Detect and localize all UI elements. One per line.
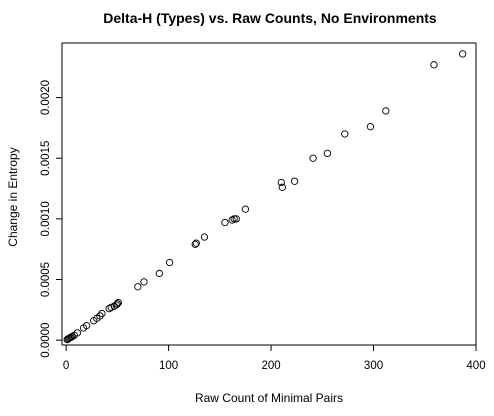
x-axis-label: Raw Count of Minimal Pairs [195,391,343,405]
plot-frame [61,42,477,346]
data-point [430,61,438,69]
y-tick-label: 0.0000 [40,323,52,358]
data-point [155,269,164,278]
data-point [113,300,121,308]
data-point [230,215,238,223]
data-point [165,258,174,267]
data-point [309,154,317,162]
data-point [140,278,148,286]
data-point [277,178,285,187]
data-point [112,301,120,309]
data-point [98,309,106,318]
data-point [73,329,82,337]
y-tick-label: 0.0020 [40,80,52,115]
chart-title: Delta-H (Types) vs. Raw Counts, No Envir… [103,10,437,26]
x-tick-label: 100 [159,360,178,372]
data-point [290,177,299,185]
data-point [192,239,200,247]
x-tick-label: 200 [261,360,280,372]
y-axis: 0.0000 0.0005 0.0010 0.0015 0.0020 [40,80,63,358]
data-point [241,205,250,213]
data-point [66,334,74,342]
data-point [68,332,76,341]
x-axis: 0 100 200 300 400 [63,344,486,372]
x-tick-label: 0 [63,360,69,372]
y-tick-label: 0.0015 [40,141,52,176]
data-point [82,321,91,330]
data-points [63,50,467,344]
x-tick-label: 400 [466,360,485,372]
data-point [341,130,349,138]
data-point [191,240,199,248]
data-point [221,218,229,227]
data-point [323,149,332,158]
data-point [366,123,375,131]
data-point [114,298,123,307]
data-point [134,283,142,291]
data-point [200,233,209,241]
y-tick-label: 0.0005 [40,262,52,297]
data-point [228,216,236,224]
y-axis-label: Change in Entropy [6,147,20,246]
y-tick-label: 0.0010 [40,201,52,236]
data-point [278,183,286,191]
data-point [382,107,390,115]
x-tick-label: 300 [364,360,383,372]
data-point [459,50,467,58]
data-point [96,312,104,320]
data-point [232,215,240,223]
